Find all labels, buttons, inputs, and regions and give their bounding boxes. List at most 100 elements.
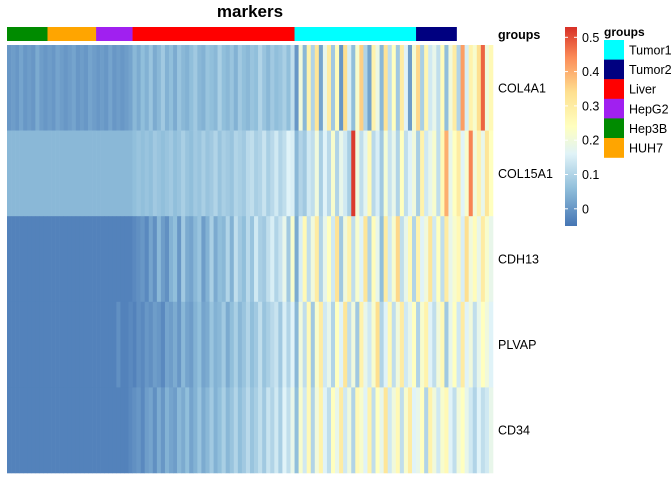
color-scale-bar xyxy=(565,27,577,226)
heatmap-cell xyxy=(480,387,486,474)
color-scale-tick-label: 0.2 xyxy=(582,134,599,148)
heatmap-cell xyxy=(193,216,198,303)
heatmap-cell xyxy=(464,301,469,388)
heatmap-cell xyxy=(476,301,482,388)
heatmap-cell xyxy=(274,130,279,217)
annotation-segment-hepg2 xyxy=(96,27,133,41)
heatmap-cell xyxy=(152,216,158,303)
heatmap-cell xyxy=(96,387,101,474)
heatmap-cell xyxy=(124,216,129,303)
heatmap-cell xyxy=(472,130,478,217)
heatmap-cell xyxy=(322,130,328,217)
heatmap-cell xyxy=(92,387,97,474)
heatmap-cell xyxy=(83,301,89,388)
heatmap-cell xyxy=(197,301,202,388)
heatmap-cell xyxy=(363,387,368,474)
heatmap-cell xyxy=(233,216,239,303)
heatmap-cell xyxy=(270,387,275,474)
heatmap-cell xyxy=(395,301,401,388)
heatmap-cell xyxy=(177,130,182,217)
heatmap-cell xyxy=(416,387,421,474)
groups-legend-swatch-liver xyxy=(604,79,624,99)
groups-legend-items: Tumor1 Tumor2 Liver HepG2 Hep3B HUH7 xyxy=(604,40,672,158)
heatmap-cell xyxy=(173,216,178,303)
heatmap-cell xyxy=(160,130,166,217)
heatmap-cell xyxy=(254,130,259,217)
heatmap-cell xyxy=(160,387,166,474)
heatmap-cell xyxy=(282,216,287,303)
heatmap-cell xyxy=(290,45,295,131)
heatmap-cell xyxy=(217,45,222,131)
heatmap-cell xyxy=(164,130,170,217)
heatmap-cell xyxy=(318,130,324,217)
heatmap-cell xyxy=(278,130,283,217)
heatmap-cell xyxy=(371,387,376,474)
heatmap-cell xyxy=(343,130,348,217)
heatmap-cell xyxy=(359,216,364,303)
heatmap-cell xyxy=(420,301,425,388)
heatmap-cell xyxy=(391,45,397,131)
heatmap-cell xyxy=(456,216,461,303)
heatmap-cell xyxy=(424,130,429,217)
heatmap-cell xyxy=(241,387,247,474)
heatmap-cell xyxy=(225,130,231,217)
heatmap-cell xyxy=(55,301,60,388)
heatmap-cell xyxy=(258,130,263,217)
heatmap-cell xyxy=(173,387,178,474)
heatmap-cell xyxy=(331,130,336,217)
heatmap-cell xyxy=(432,301,437,388)
heatmap-cell xyxy=(88,45,93,131)
heatmap-cell xyxy=(484,45,490,131)
heatmap-cell xyxy=(326,130,332,217)
heatmap-cell xyxy=(488,301,494,388)
annotation-segment-liver xyxy=(132,27,295,41)
heatmap-cell xyxy=(181,301,186,388)
heatmap-cell xyxy=(412,216,417,303)
heatmap-cell xyxy=(35,216,40,303)
heatmap-cell xyxy=(278,301,283,388)
heatmap-cell xyxy=(302,130,307,217)
heatmap-cell xyxy=(23,387,28,474)
heatmap-cell xyxy=(213,216,218,303)
color-scale-tick-label: 0 xyxy=(582,202,589,216)
heatmap-cell xyxy=(67,130,73,217)
heatmap-cell xyxy=(488,130,494,217)
heatmap-cell xyxy=(395,387,401,474)
heatmap-cell xyxy=(412,387,417,474)
heatmap-cell xyxy=(363,130,368,217)
heatmap-cell xyxy=(189,130,194,217)
color-scale-ticks: 0 0.1 0.2 0.3 0.4 0.5 xyxy=(565,31,599,216)
heatmap-cell xyxy=(59,45,64,131)
heatmap-cell xyxy=(23,216,28,303)
heatmap-cell xyxy=(472,45,478,131)
heatmap-cell xyxy=(298,387,303,474)
heatmap-cell xyxy=(460,301,465,388)
heatmap-cell xyxy=(444,387,449,474)
heatmap-cell xyxy=(144,301,150,388)
annotation-segment-hep3b xyxy=(7,27,48,41)
color-scale-legend: 0 0.1 0.2 0.3 0.4 0.5 xyxy=(565,27,599,226)
heatmap-cell xyxy=(55,216,60,303)
heatmap-cell xyxy=(302,216,307,303)
row-labels: COL4A1 COL15A1 CDH13 PLVAP CD34 xyxy=(498,81,553,437)
heatmap-cell xyxy=(35,130,40,217)
heatmap-cell xyxy=(201,45,206,131)
heatmap-cell xyxy=(452,387,457,474)
heatmap-cell xyxy=(15,130,20,217)
heatmap-cell xyxy=(205,45,210,131)
heatmap-cell xyxy=(156,130,162,217)
heatmap-cell xyxy=(355,45,360,131)
heatmap-cell xyxy=(245,45,251,131)
heatmap-cell xyxy=(55,387,60,474)
heatmap-cell xyxy=(416,301,421,388)
heatmap-cell xyxy=(128,301,133,388)
groups-legend-label-tumor2: Tumor2 xyxy=(629,63,672,77)
heatmap-cell xyxy=(75,216,81,303)
heatmap-cell xyxy=(375,301,380,388)
heatmap-cell xyxy=(371,301,376,388)
heatmap-cell xyxy=(383,130,388,217)
heatmap-cell xyxy=(116,301,121,388)
heatmap-cell xyxy=(250,216,255,303)
heatmap-cell xyxy=(335,130,340,217)
heatmap-cell xyxy=(92,216,97,303)
